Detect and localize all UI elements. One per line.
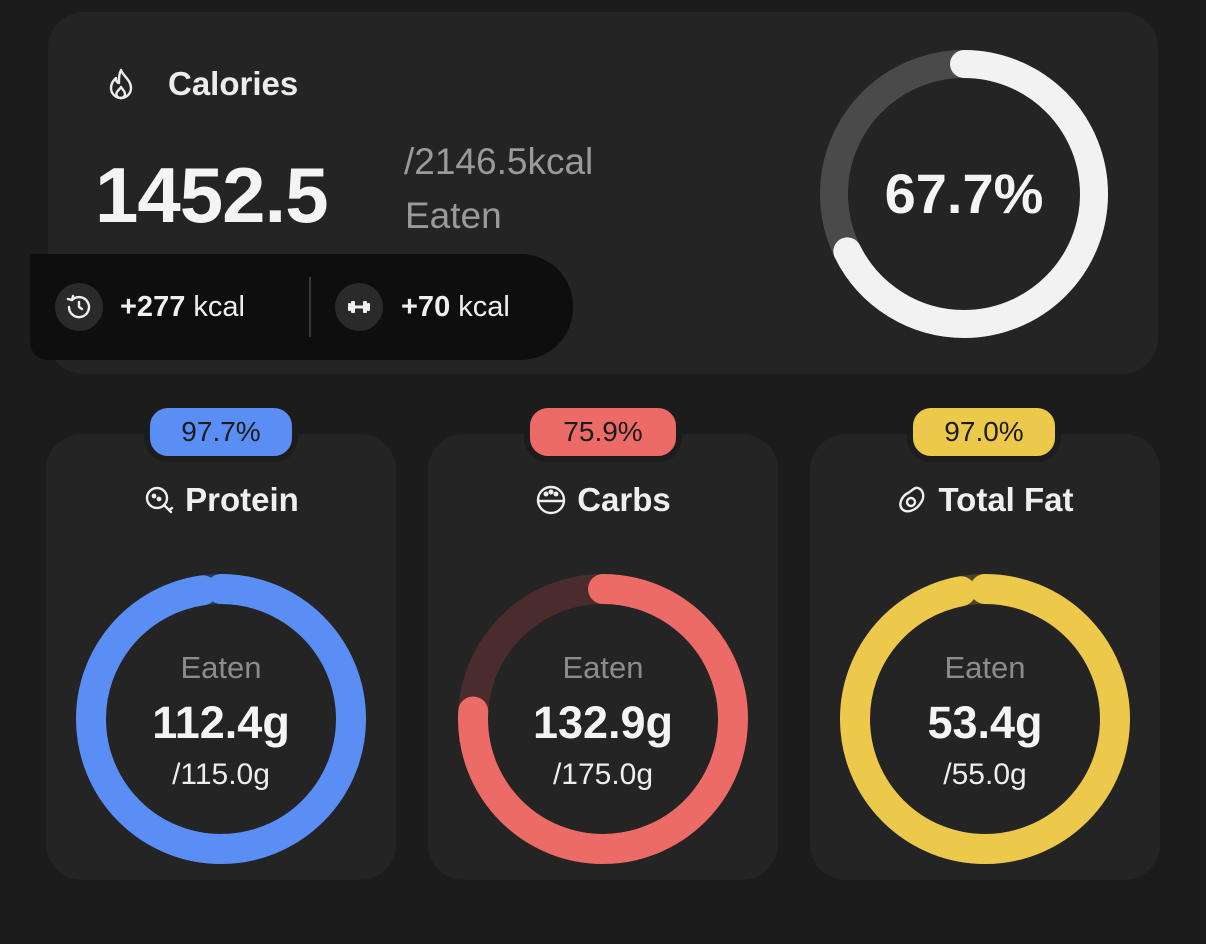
protein-icon — [143, 484, 185, 516]
calories-title: Calories — [168, 65, 299, 102]
fat-title: Total Fat — [938, 481, 1074, 518]
carbs-ring-text: Eaten 132.9g /175.0g — [473, 648, 733, 794]
fat-goal: /55.0g — [943, 758, 1027, 791]
carbs-goal: /175.0g — [552, 758, 654, 791]
protein-goal: /115.0g — [172, 758, 270, 791]
carbs-title: Carbs — [577, 481, 671, 518]
calories-eaten-label: Eaten — [405, 195, 502, 236]
calories-goal: /2146.5kcal — [404, 141, 594, 182]
fat-progress-ring — [840, 574, 1130, 864]
protein-title: Protein — [185, 481, 299, 518]
history-icon — [55, 283, 103, 331]
calories-progress-ring — [820, 50, 1108, 338]
bonus-exercise-amount: +70 kcal — [401, 291, 510, 323]
carbs-eaten-label: Eaten — [562, 650, 644, 685]
carbs-progress-ring — [458, 574, 748, 864]
avocado-icon — [896, 484, 938, 516]
fat-ring-text: Eaten 53.4g /55.0g — [855, 648, 1115, 794]
flame-icon — [104, 67, 138, 101]
carbs-eaten-value: 132.9g — [532, 697, 674, 748]
carbs-progress-arc — [458, 574, 748, 864]
bonus-history-amount: +277 kcal — [120, 291, 245, 323]
protein-progress-ring — [76, 574, 366, 864]
calories-percent: 67.7% — [884, 162, 1044, 225]
fat-eaten-label: Eaten — [944, 650, 1026, 685]
protein-eaten-value: 112.4g — [152, 697, 290, 748]
carbs-title-row: Carbs — [428, 478, 778, 522]
protein-ring-text: Eaten 112.4g /115.0g — [91, 648, 351, 794]
fat-percent-badge: 97.0% — [907, 402, 1061, 462]
carbs-percent-badge: 75.9% — [524, 402, 682, 462]
protein-percent-badge: 97.7% — [144, 402, 298, 462]
protein-progress-arc — [76, 574, 366, 864]
fat-eaten-value: 53.4g — [927, 697, 1043, 748]
dumbbell-icon — [335, 283, 383, 331]
rice-bowl-icon — [535, 484, 577, 516]
protein-title-row: Protein — [46, 478, 396, 522]
calories-header: Calories — [104, 62, 298, 106]
fat-title-row: Total Fat — [810, 478, 1160, 522]
divider — [309, 277, 311, 337]
bonus-calories-bar[interactable]: +277 kcal +70 kcal — [30, 254, 573, 360]
calories-eaten-value: 1452.5 — [95, 151, 329, 239]
fat-progress-arc — [840, 574, 1130, 864]
protein-eaten-label: Eaten — [180, 650, 262, 685]
calories-progress-arc — [820, 50, 1108, 338]
